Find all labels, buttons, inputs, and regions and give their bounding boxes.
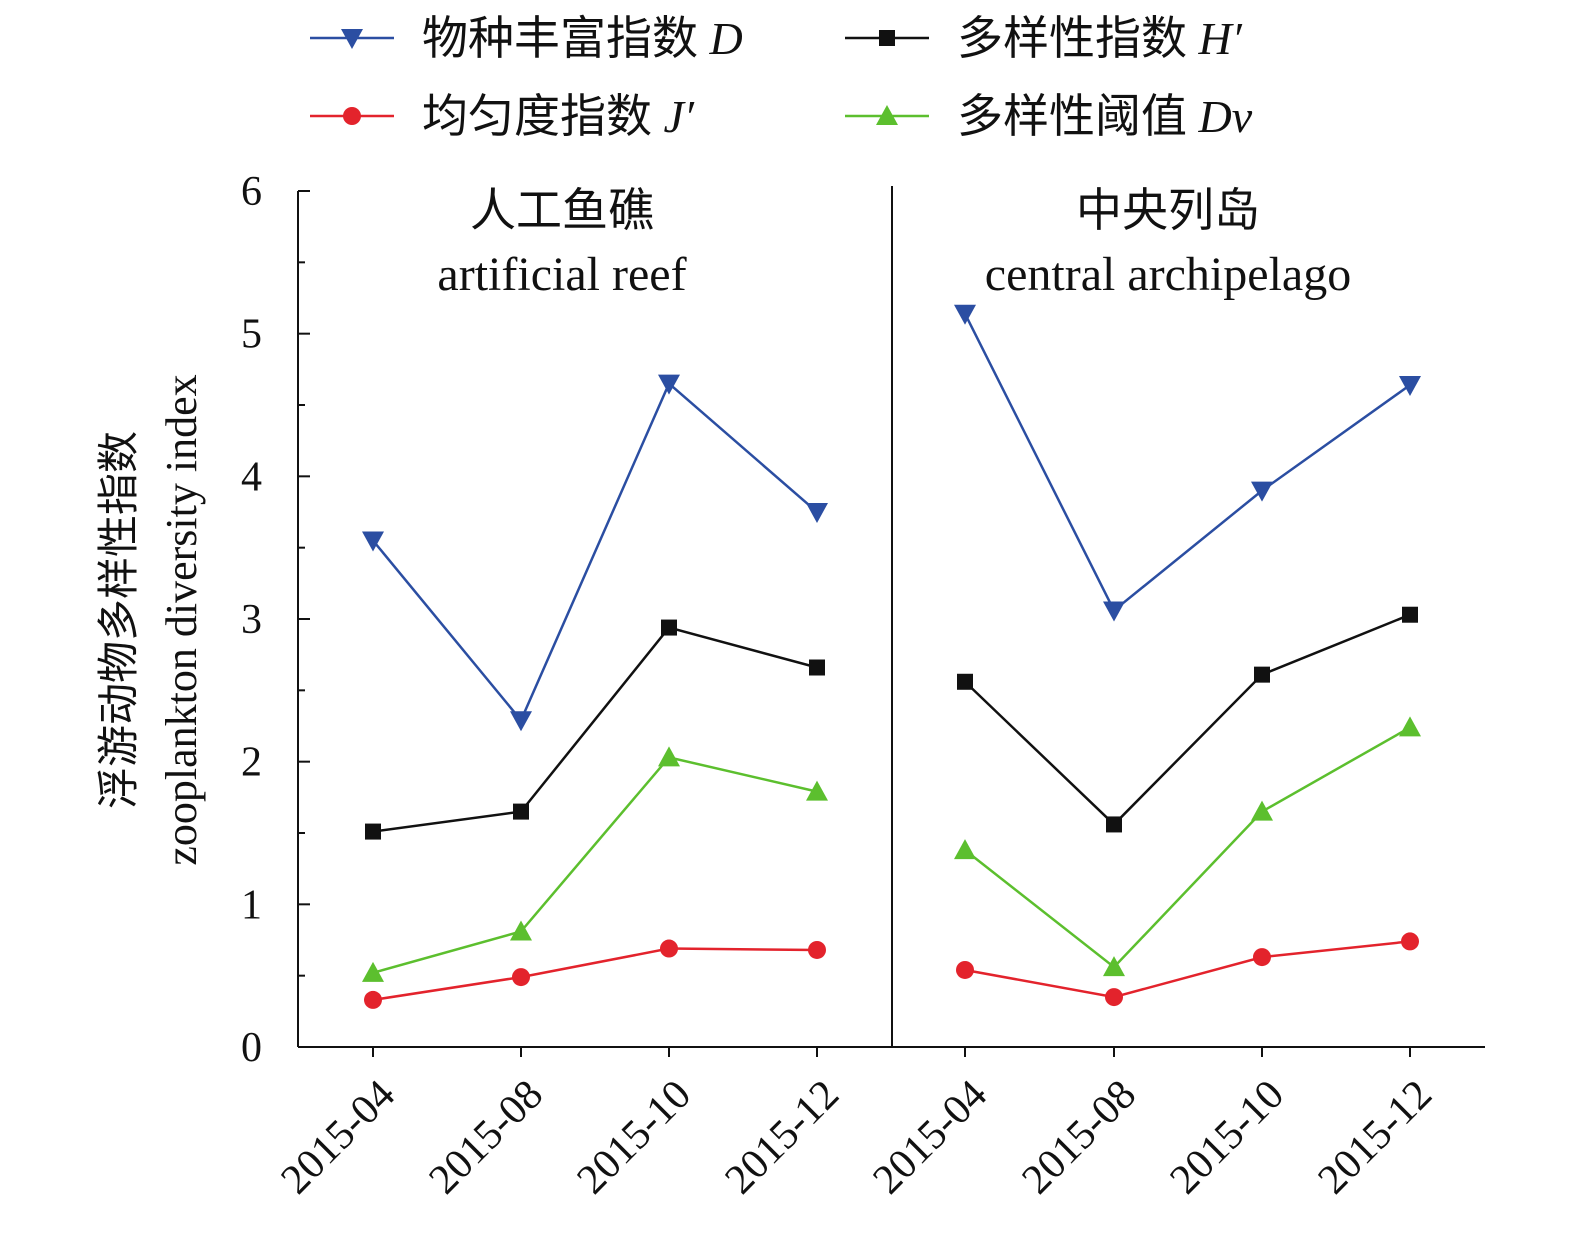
data-point xyxy=(512,968,530,987)
x-tick-label: 2015-08 xyxy=(1014,1072,1146,1204)
series-line xyxy=(372,755,818,975)
series-line xyxy=(963,313,1411,613)
y-axis-label-cn: 浮游动物多样性指数 xyxy=(97,431,143,809)
x-tick-label: 2015-08 xyxy=(421,1072,553,1204)
y-tick-label: 3 xyxy=(241,597,262,643)
data-point xyxy=(1253,948,1271,967)
data-point xyxy=(806,780,828,801)
panel-title-en: artificial reef xyxy=(437,248,686,301)
legend-symbol: J′ xyxy=(664,91,695,142)
legend-item: 多样性指数 H′ xyxy=(845,13,1243,64)
series-line xyxy=(372,947,818,1002)
x-tick-label: 2015-12 xyxy=(1310,1072,1442,1204)
legend-item: 均匀度指数 J′ xyxy=(310,91,695,142)
legend-symbol: D xyxy=(709,13,743,64)
y-tick-label: 2 xyxy=(241,740,262,786)
data-point xyxy=(1106,816,1122,833)
data-point xyxy=(1103,601,1125,622)
legend-marker xyxy=(876,105,898,125)
panel-title-en: central archipelago xyxy=(985,248,1351,301)
legend-symbol: Dv xyxy=(1198,91,1253,142)
data-point xyxy=(1103,956,1125,977)
data-point xyxy=(362,961,384,982)
y-axis-label: 浮游动物多样性指数 zooplankton diversity index xyxy=(97,374,206,865)
legend-label: 多样性指数 H′ xyxy=(957,13,1243,64)
data-point xyxy=(660,939,678,958)
legend-marker xyxy=(343,107,361,125)
data-point xyxy=(1254,666,1270,683)
x-tick-label: 2015-04 xyxy=(865,1072,997,1204)
legend-marker xyxy=(341,29,363,49)
series-2 xyxy=(364,932,1419,1009)
x-tick-label: 2015-04 xyxy=(273,1072,405,1204)
data-point xyxy=(954,839,976,860)
series-line xyxy=(964,726,1411,969)
series-1 xyxy=(365,606,1418,840)
data-point xyxy=(957,673,973,690)
y-tick-label: 0 xyxy=(241,1025,262,1071)
y-axis-label-en: zooplankton diversity index xyxy=(157,374,206,865)
data-point xyxy=(806,503,828,523)
data-point xyxy=(1399,376,1421,397)
data-point xyxy=(1402,606,1418,623)
data-point xyxy=(365,823,381,840)
series-0 xyxy=(362,304,1421,732)
x-tick-label: 2015-12 xyxy=(717,1072,849,1204)
data-point xyxy=(513,803,529,820)
data-point xyxy=(364,990,382,1009)
legend-label: 物种丰富指数 D xyxy=(422,13,743,64)
legend-label: 多样性阈值 Dv xyxy=(957,91,1253,142)
data-point xyxy=(1401,932,1419,951)
data-point xyxy=(658,746,680,767)
data-point xyxy=(1251,800,1273,821)
panel-title-cn: 人工鱼礁 xyxy=(470,185,654,236)
series-line xyxy=(964,940,1411,999)
legend-symbol: H′ xyxy=(1198,13,1243,64)
legend-label: 均匀度指数 J′ xyxy=(422,91,695,142)
y-tick-label: 6 xyxy=(241,169,262,215)
series-line xyxy=(964,613,1411,827)
y-tick-label: 1 xyxy=(241,882,262,928)
y-tick-label: 4 xyxy=(241,454,262,500)
series-3 xyxy=(362,716,1421,982)
y-tick-label: 5 xyxy=(241,312,262,358)
panel-title-cn: 中央列岛 xyxy=(1076,185,1260,236)
data-point xyxy=(956,960,974,979)
data-point xyxy=(1251,481,1273,502)
data-point xyxy=(658,374,680,395)
legend-item: 物种丰富指数 D xyxy=(310,13,743,64)
data-point xyxy=(362,531,384,552)
data-point xyxy=(1105,988,1123,1007)
legend-marker xyxy=(879,30,895,46)
data-point xyxy=(1399,716,1421,737)
legend: 物种丰富指数 D 多样性指数 H′ 均匀度指数 J′ 多样性阈值 Dv xyxy=(310,13,1253,142)
data-point xyxy=(954,304,976,325)
data-point xyxy=(510,711,532,732)
data-point xyxy=(661,619,677,636)
legend-item: 多样性阈值 Dv xyxy=(845,91,1253,142)
x-tick-label: 2015-10 xyxy=(1162,1072,1294,1204)
data-point xyxy=(809,659,825,676)
data-point xyxy=(510,920,532,941)
x-tick-label: 2015-10 xyxy=(569,1072,701,1204)
data-point xyxy=(808,940,826,959)
series-line xyxy=(372,626,818,833)
series-line xyxy=(372,381,818,723)
